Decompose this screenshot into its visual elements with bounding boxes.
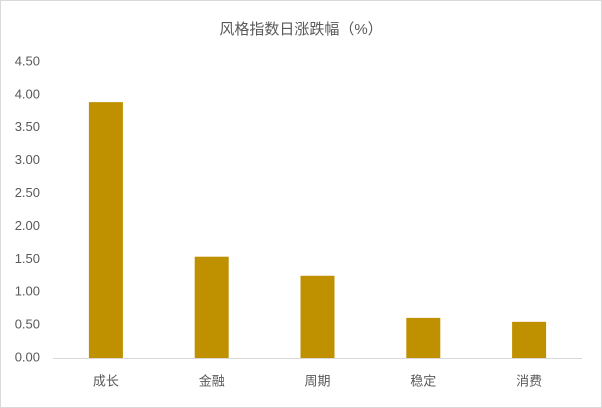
y-tick-label: 3.00: [15, 152, 40, 167]
y-tick-label: 2.00: [15, 218, 40, 233]
x-tick-label: 稳定: [410, 373, 436, 388]
bar: [406, 317, 441, 358]
chart-title: 风格指数日涨跌幅（%）: [219, 21, 382, 38]
y-tick-label: 1.50: [15, 251, 40, 266]
bar: [512, 321, 547, 358]
y-tick-label: 0.00: [15, 349, 40, 364]
x-tick-label: 周期: [304, 373, 330, 388]
y-tick-label: 3.50: [15, 119, 40, 134]
y-tick-label: 0.50: [15, 317, 40, 332]
y-tick-label: 4.00: [15, 86, 40, 101]
bar: [300, 275, 335, 358]
y-tick-label: 4.50: [15, 53, 40, 68]
bar: [194, 256, 229, 358]
x-tick-label: 金融: [199, 373, 225, 388]
y-tick-label: 1.00: [15, 284, 40, 299]
y-tick-label: 2.50: [15, 185, 40, 200]
bar: [88, 102, 123, 358]
x-tick-label: 成长: [93, 373, 119, 388]
x-tick-label: 消费: [516, 373, 542, 388]
